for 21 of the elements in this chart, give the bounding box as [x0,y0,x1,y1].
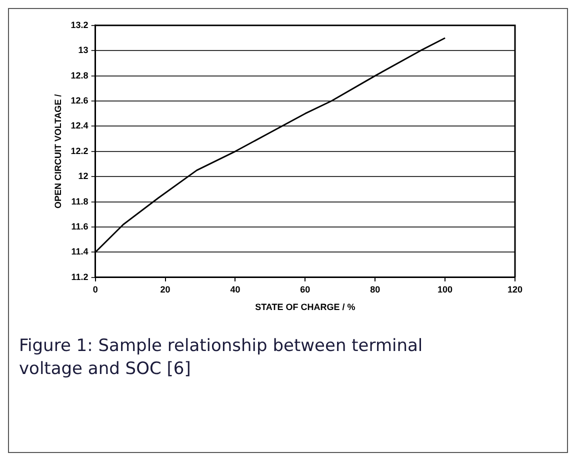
x-tick-label: 20 [160,284,170,294]
y-tick-label: 11.2 [71,272,88,282]
x-tick-label: 0 [92,284,98,294]
x-tick-label: 60 [300,284,310,294]
y-tick-label: 13 [78,45,88,56]
x-tick-label: 80 [370,284,380,294]
y-tick-label: 11.4 [71,246,88,257]
y-tick-label: 12.2 [70,146,88,156]
x-tick-label: 40 [230,284,240,294]
y-axis-title: OPEN CIRCUIT VOLTAGE / [52,94,63,208]
x-tick-label: 120 [507,284,523,294]
x-axis-title: STATE OF CHARGE / % [255,302,356,312]
x-tick-label: 100 [438,284,453,294]
y-tick-label: 13.2 [70,20,88,30]
y-tick-label: 12.8 [70,70,88,80]
y-tick-label: 12 [78,171,88,182]
caption: Figure 1: Sample relationship between terminal voltage and SOC [6] [19,335,424,381]
y-tick-label: 12.6 [70,95,88,106]
y-tick-label: 12.4 [70,120,88,131]
y-tick-label: 11.8 [71,196,88,206]
y-tick-label: 11.6 [71,221,88,232]
